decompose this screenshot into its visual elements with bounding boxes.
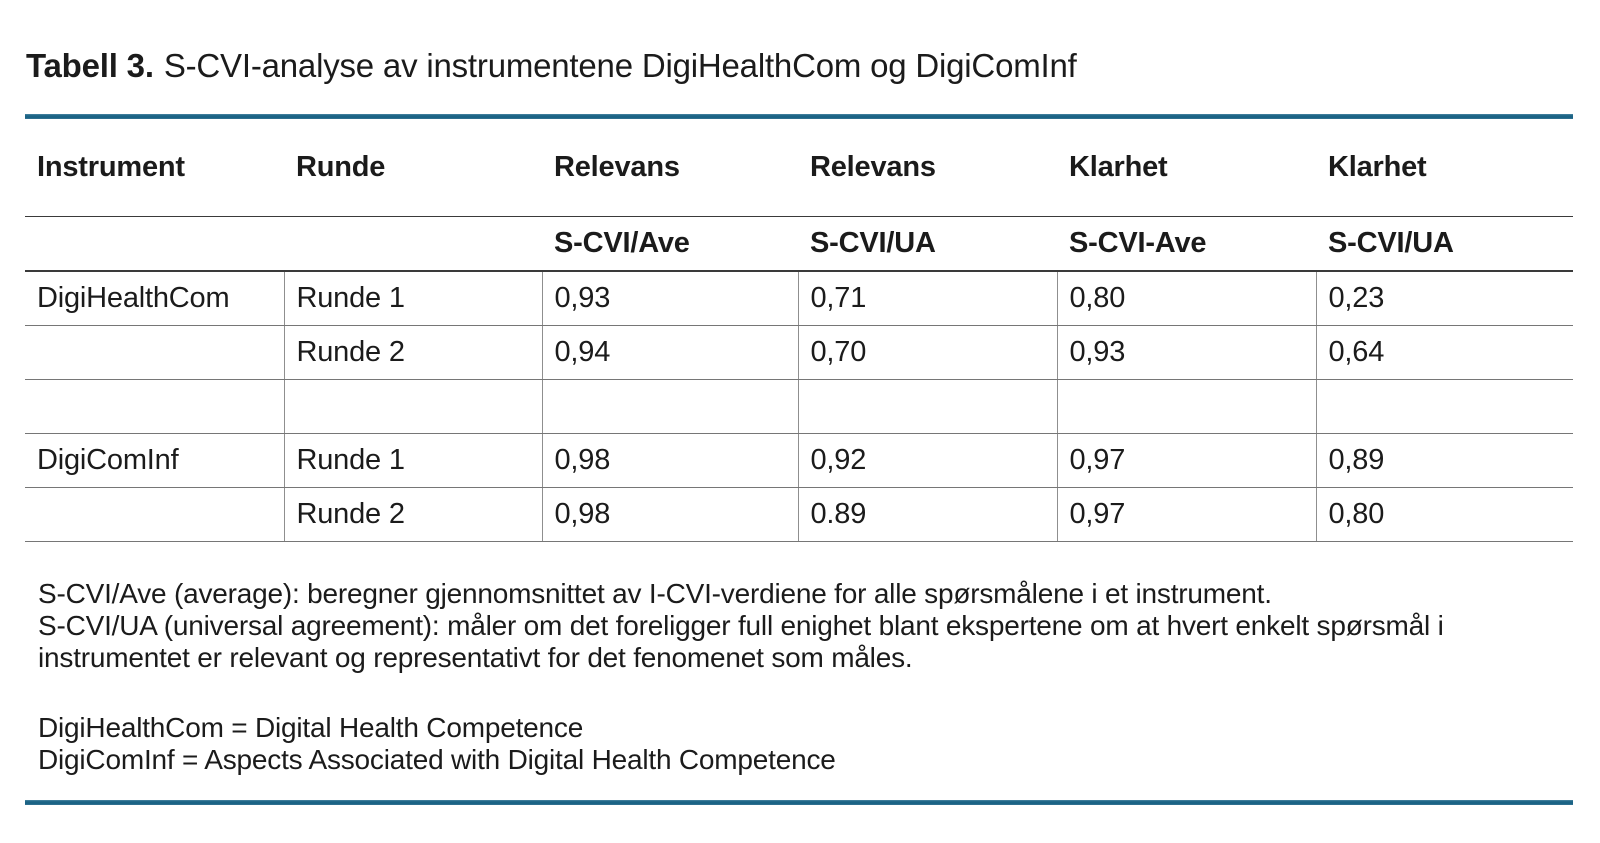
cell-klarhet-ave: 0,97 bbox=[1056, 487, 1316, 542]
cell-klarhet-ave: 0,97 bbox=[1056, 433, 1316, 488]
column-header-instrument: Instrument bbox=[25, 119, 284, 217]
header-row-sub: S-CVI/Ave S-CVI/UA S-CVI-Ave S-CVI/UA bbox=[25, 216, 1573, 272]
definition-digihealthcom: DigiHealthCom = Digital Health Competenc… bbox=[38, 712, 584, 743]
cell-klarhet-ua: 0,80 bbox=[1315, 487, 1573, 542]
subheader-empty-1 bbox=[25, 216, 284, 272]
cell-empty bbox=[541, 379, 798, 434]
cell-runde: Runde 2 bbox=[283, 487, 542, 542]
subheader-scvi-ua-relevans: S-CVI/UA bbox=[798, 216, 1057, 272]
subheader-scvi-ave-relevans: S-CVI/Ave bbox=[542, 216, 798, 272]
cell-instrument bbox=[25, 325, 284, 380]
subheader-scvi-ua-klarhet: S-CVI/UA bbox=[1316, 216, 1573, 272]
cell-empty bbox=[1315, 379, 1573, 434]
cell-klarhet-ua: 0,64 bbox=[1315, 325, 1573, 380]
subheader-scvi-ave-klarhet: S-CVI-Ave bbox=[1057, 216, 1316, 272]
definition-digicominf: DigiComInf = Aspects Associated with Dig… bbox=[38, 744, 836, 775]
table-row-digicominf-runde1: DigiComInf Runde 1 0,98 0,92 0,97 0,89 bbox=[25, 433, 1573, 488]
top-divider-rule bbox=[25, 114, 1573, 119]
bottom-divider-rule bbox=[25, 800, 1573, 805]
column-header-runde: Runde bbox=[284, 119, 542, 217]
cell-klarhet-ave: 0,80 bbox=[1056, 271, 1316, 326]
table-title-text: S-CVI-analyse av instrumentene DigiHealt… bbox=[163, 47, 1077, 84]
table-row-spacer bbox=[25, 379, 1573, 434]
table-title: Tabell 3. S-CVI-analyse av instrumentene … bbox=[26, 47, 1077, 85]
abbreviation-definitions: DigiHealthCom = Digital Health Competenc… bbox=[38, 712, 1575, 776]
cell-instrument: DigiComInf bbox=[25, 433, 284, 488]
cell-klarhet-ua: 0,23 bbox=[1315, 271, 1573, 326]
footnote-scvi-ua: S-CVI/UA (universal agreement): måler om… bbox=[38, 610, 1444, 673]
table-row-digicominf-runde2: Runde 2 0,98 0.89 0,97 0,80 bbox=[25, 487, 1573, 542]
cell-runde: Runde 1 bbox=[283, 433, 542, 488]
cell-relevans-ave: 0,93 bbox=[541, 271, 798, 326]
cell-relevans-ua: 0,71 bbox=[797, 271, 1057, 326]
cell-relevans-ave: 0,98 bbox=[541, 433, 798, 488]
cell-runde: Runde 2 bbox=[283, 325, 542, 380]
cell-relevans-ave: 0,98 bbox=[541, 487, 798, 542]
column-header-klarhet-2: Klarhet bbox=[1316, 119, 1573, 217]
cell-relevans-ua: 0.89 bbox=[797, 487, 1057, 542]
cell-instrument: DigiHealthCom bbox=[25, 271, 284, 326]
scvi-analysis-table: Instrument Runde Relevans Relevans Klarh… bbox=[25, 119, 1573, 542]
table-row-digihealthcom-runde1: DigiHealthCom Runde 1 0,93 0,71 0,80 0,2… bbox=[25, 271, 1573, 326]
table-row-digihealthcom-runde2: Runde 2 0,94 0,70 0,93 0,64 bbox=[25, 325, 1573, 380]
cell-runde: Runde 1 bbox=[283, 271, 542, 326]
footnote-scvi-ave: S-CVI/Ave (average): beregner gjennomsni… bbox=[38, 578, 1272, 609]
cell-klarhet-ua: 0,89 bbox=[1315, 433, 1573, 488]
header-row-main: Instrument Runde Relevans Relevans Klarh… bbox=[25, 119, 1573, 217]
cell-empty bbox=[25, 379, 284, 434]
column-header-relevans-1: Relevans bbox=[542, 119, 798, 217]
subheader-empty-2 bbox=[284, 216, 542, 272]
table-footnotes: S-CVI/Ave (average): beregner gjennomsni… bbox=[38, 578, 1575, 674]
cell-klarhet-ave: 0,93 bbox=[1056, 325, 1316, 380]
cell-empty bbox=[283, 379, 542, 434]
cell-empty bbox=[1056, 379, 1316, 434]
cell-instrument bbox=[25, 487, 284, 542]
cell-relevans-ua: 0,92 bbox=[797, 433, 1057, 488]
cell-empty bbox=[797, 379, 1057, 434]
column-header-relevans-2: Relevans bbox=[798, 119, 1057, 217]
column-header-klarhet-1: Klarhet bbox=[1057, 119, 1316, 217]
cell-relevans-ua: 0,70 bbox=[797, 325, 1057, 380]
cell-relevans-ave: 0,94 bbox=[541, 325, 798, 380]
table-number-label: Tabell 3. bbox=[26, 47, 154, 84]
